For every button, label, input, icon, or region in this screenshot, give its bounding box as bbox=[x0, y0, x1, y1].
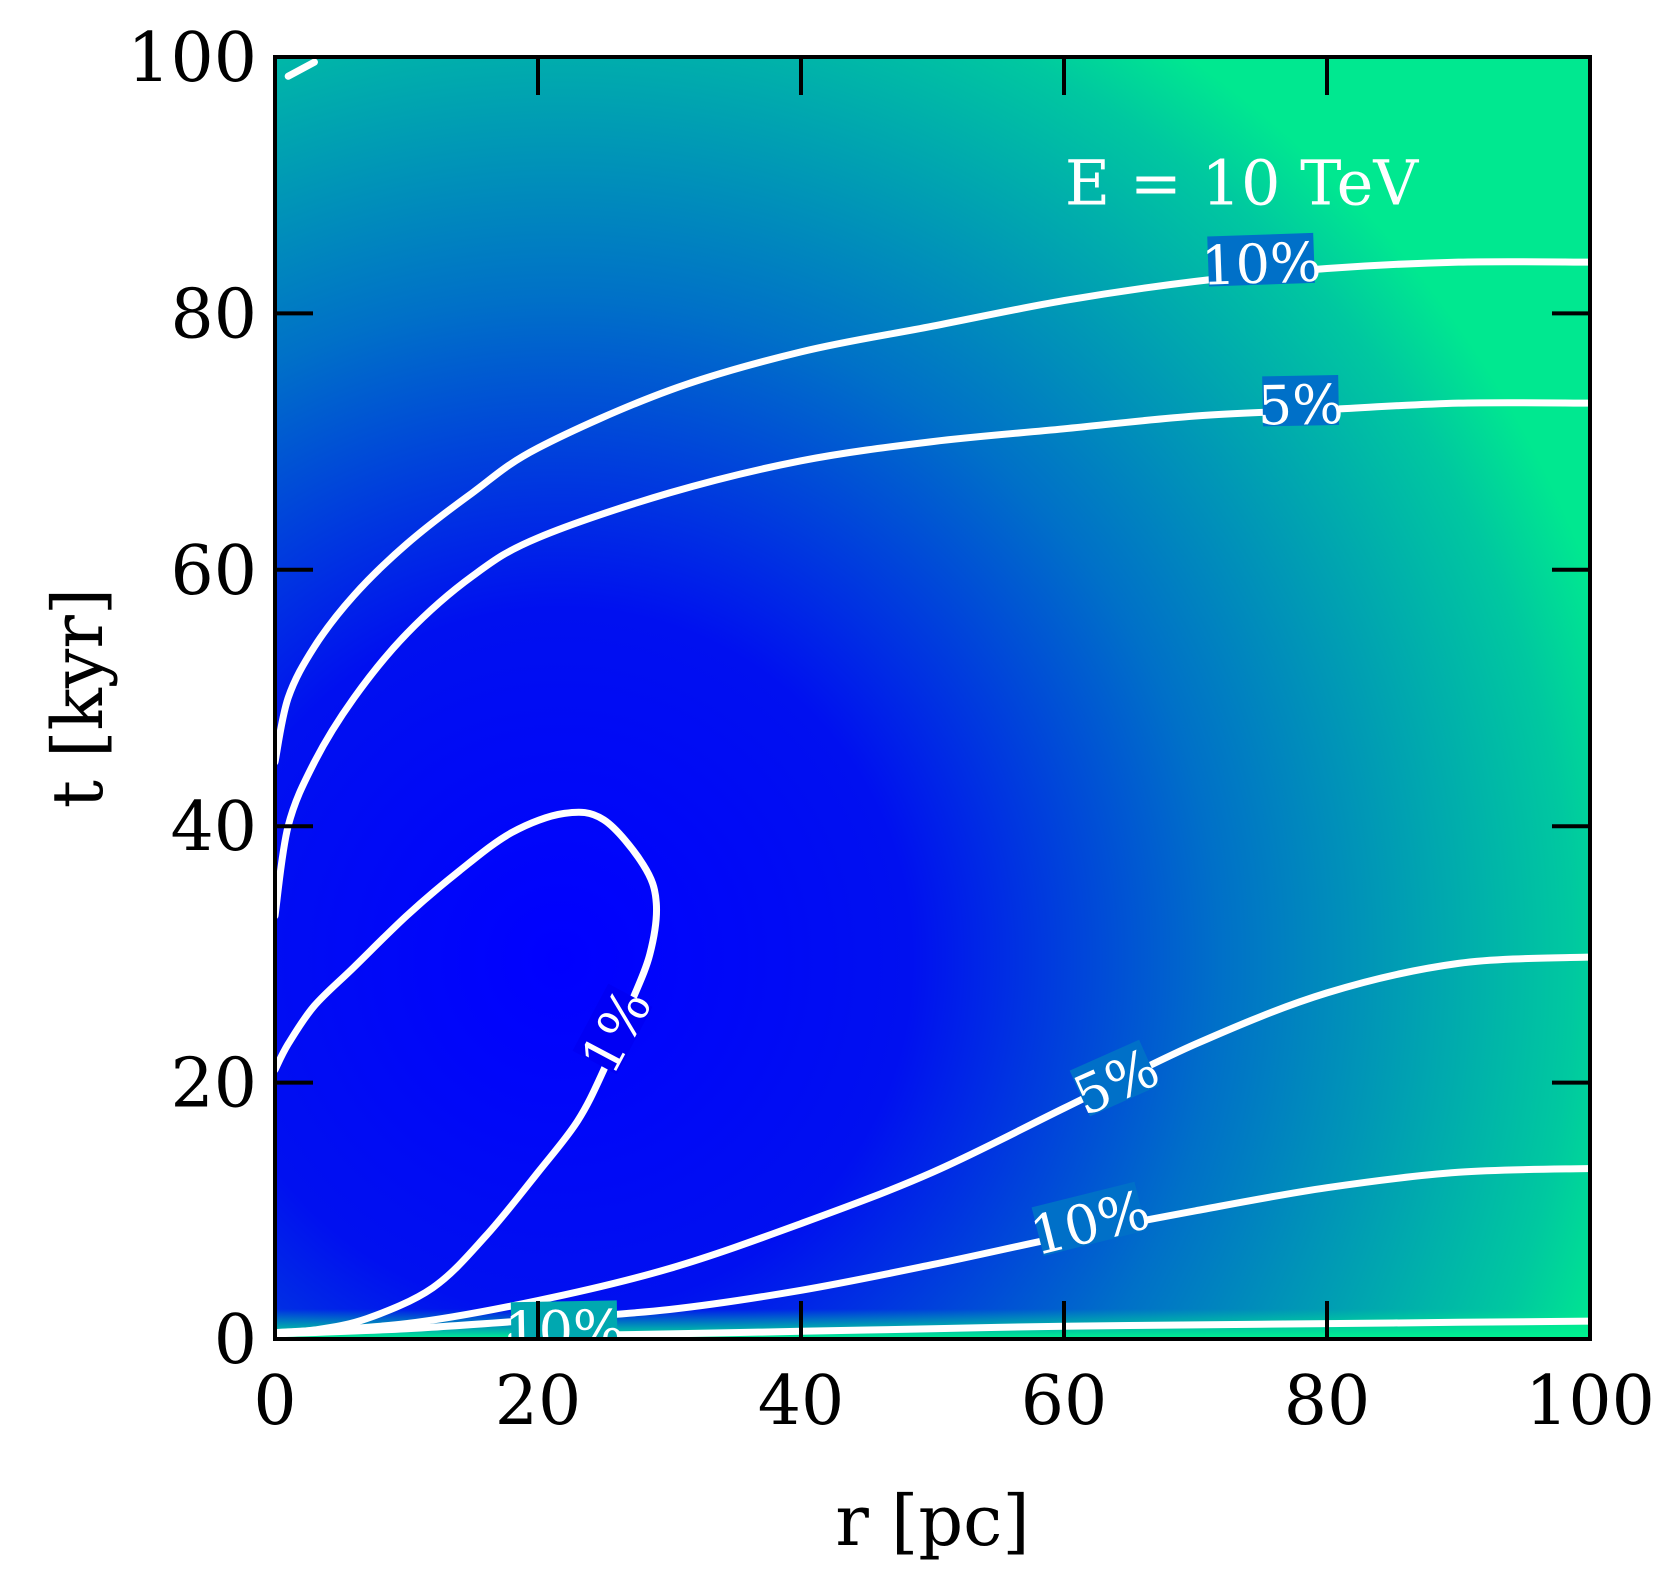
x-axis-label: r [pc] bbox=[835, 1480, 1029, 1562]
contour-line-1pct bbox=[275, 808, 661, 1337]
energy-annotation: E = 10 TeV bbox=[1065, 146, 1419, 219]
contour-line-corner bbox=[284, 58, 318, 80]
heatmap-field bbox=[275, 57, 1590, 1339]
plot-area: 1%5%10%5%10%10% bbox=[275, 57, 1590, 1363]
axis-ticks bbox=[273, 55, 1592, 1341]
tick-labels: 0 20 40 60 80 100 0 20 40 60 80 100 bbox=[127, 19, 1655, 1441]
contour-line-5pct bbox=[275, 953, 1590, 1337]
contour-label-10pct: 10% bbox=[1200, 231, 1322, 298]
y-tick-label: 0 bbox=[214, 1301, 257, 1380]
x-tick-label: 0 bbox=[253, 1362, 296, 1441]
x-tick-label: 40 bbox=[758, 1362, 845, 1441]
contour-line-10pct bbox=[275, 258, 1590, 766]
contour-label-bg bbox=[1262, 375, 1340, 427]
y-tick-label: 100 bbox=[127, 19, 257, 98]
contour-label-5pct: 5% bbox=[1257, 373, 1344, 437]
x-tick-label: 20 bbox=[495, 1362, 582, 1441]
y-tick-label: 80 bbox=[170, 275, 257, 354]
y-axis-label: t [kyr] bbox=[37, 588, 119, 808]
y-tick-label: 40 bbox=[170, 788, 257, 867]
contour-label-bg bbox=[1207, 232, 1315, 287]
x-tick-label: 100 bbox=[1525, 1362, 1655, 1441]
contour-label-bg bbox=[1069, 1039, 1160, 1117]
x-tick-label: 80 bbox=[1284, 1362, 1371, 1441]
y-tick-label: 60 bbox=[170, 532, 257, 611]
contour-label-bg bbox=[1031, 1181, 1147, 1256]
x-tick-label: 60 bbox=[1021, 1362, 1108, 1441]
contour-label-bg bbox=[572, 983, 653, 1075]
plot-frame bbox=[273, 55, 1592, 1341]
contour-line-10pct bbox=[275, 1165, 1590, 1338]
y-tick-label: 20 bbox=[170, 1045, 257, 1124]
contour-label-10pct: 10% bbox=[504, 1298, 625, 1363]
